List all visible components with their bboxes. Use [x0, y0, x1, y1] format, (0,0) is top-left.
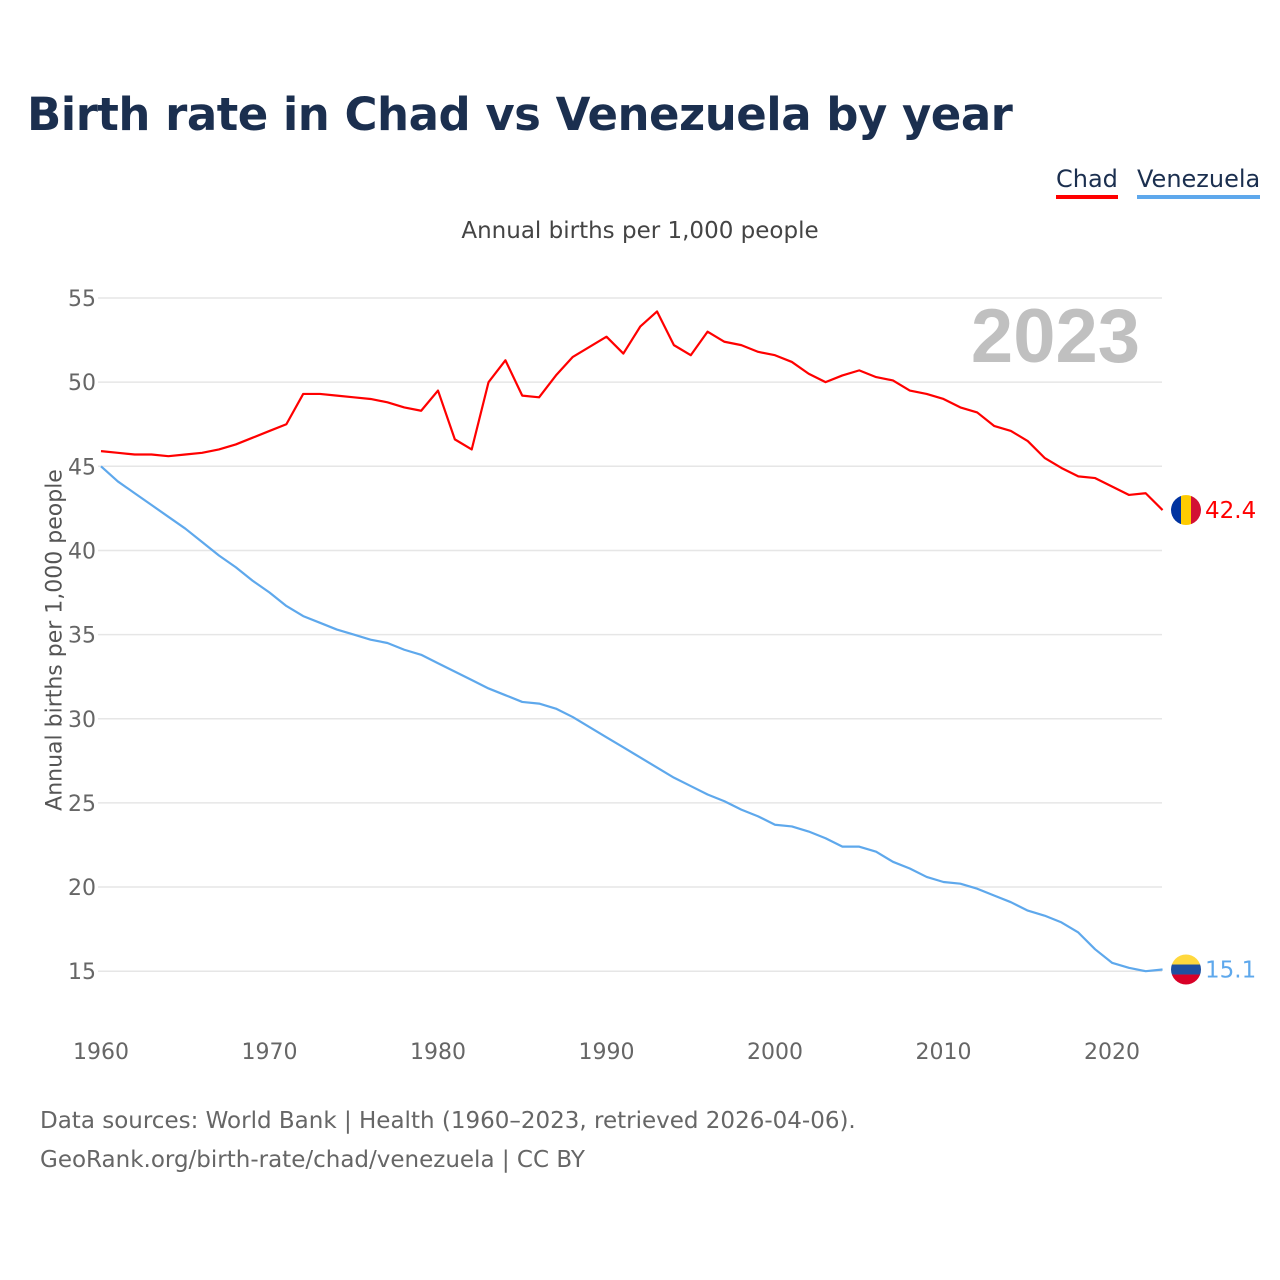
- y-tick-label: 20: [68, 876, 96, 901]
- year-watermark: 2023: [971, 294, 1140, 379]
- chart-title: Birth rate in Chad vs Venezuela by year: [27, 88, 1013, 141]
- y-tick-label: 50: [68, 371, 96, 396]
- x-tick-label: 2000: [747, 1040, 803, 1065]
- x-tick-label: 1990: [579, 1040, 635, 1065]
- x-tick-label: 2010: [916, 1040, 972, 1065]
- x-tick-label: 1960: [73, 1040, 129, 1065]
- chad-flag-icon: [1171, 495, 1201, 526]
- x-tick-label: 2020: [1084, 1040, 1140, 1065]
- x-tick-label: 1970: [242, 1040, 298, 1065]
- end-value-label: 15.1: [1205, 958, 1256, 984]
- x-tick-label: 1980: [410, 1040, 466, 1065]
- legend-chad[interactable]: Chad: [1056, 165, 1118, 199]
- venezuela-flag-icon: [1171, 954, 1201, 985]
- y-tick-label: 55: [68, 287, 96, 312]
- y-tick-label: 40: [68, 539, 96, 564]
- y-tick-label: 35: [68, 624, 96, 649]
- series-line-venezuela[interactable]: [100, 465, 1163, 973]
- source-url[interactable]: GeoRank.org/birth-rate/chad/venezuela | …: [40, 1147, 585, 1173]
- end-value-label: 42.4: [1205, 498, 1256, 524]
- chart-subtitle: Annual births per 1,000 people: [461, 218, 819, 244]
- y-tick-label: 25: [68, 792, 96, 817]
- y-tick-label: 15: [68, 960, 96, 985]
- series-line-chad[interactable]: [100, 310, 1164, 511]
- y-tick-label: 30: [68, 708, 96, 733]
- legend-venezuela[interactable]: Venezuela: [1137, 165, 1261, 199]
- data-source: Data sources: World Bank | Health (1960–…: [40, 1108, 856, 1134]
- y-tick-label: 45: [68, 455, 96, 480]
